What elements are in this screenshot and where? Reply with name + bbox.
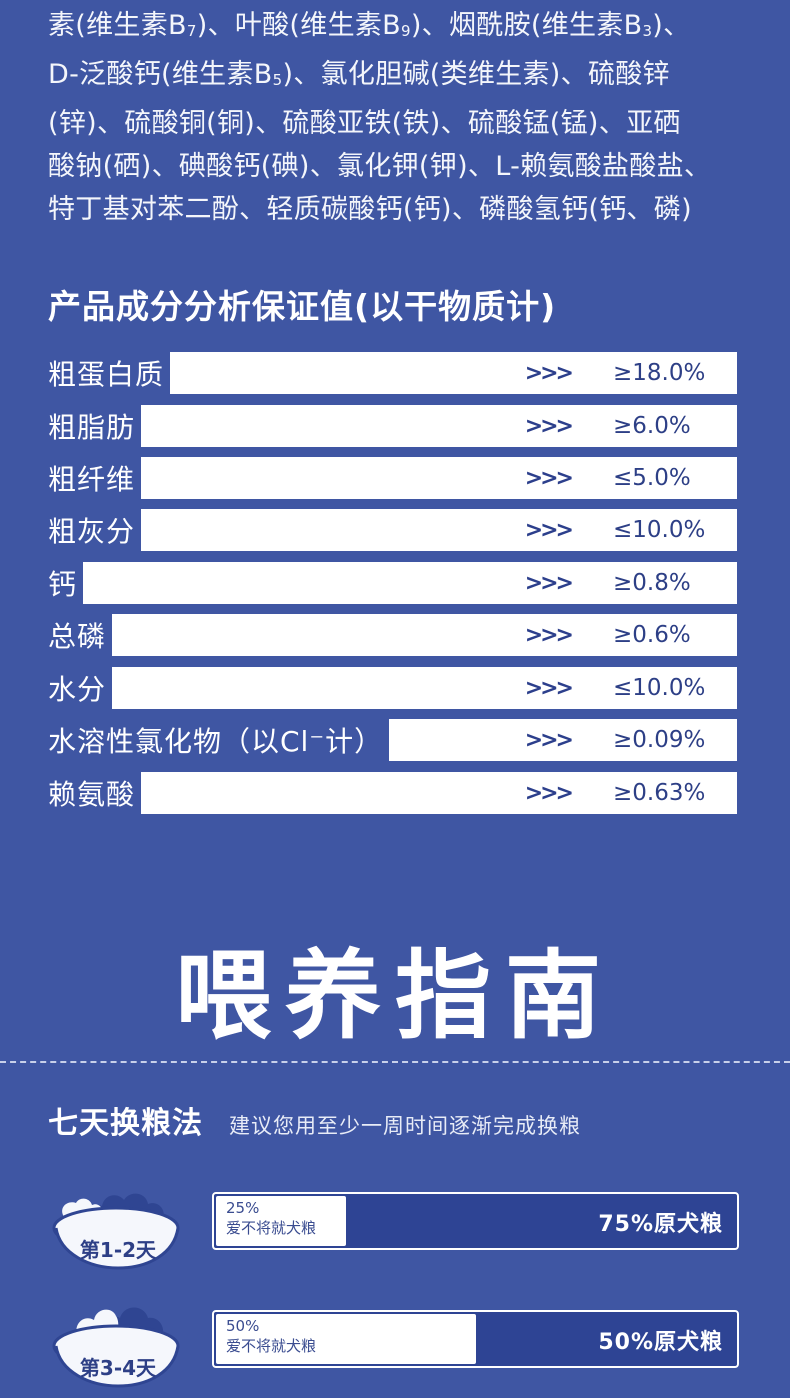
mix-bar: 25% 爱不将就犬粮 75%原犬粮 xyxy=(212,1192,739,1250)
row-bar: >>> ≥0.8% xyxy=(83,562,737,604)
arrows-icon: >>> xyxy=(524,465,574,491)
new-food-label: 25% 爱不将就犬粮 xyxy=(226,1198,316,1238)
row-label: 粗纤维 xyxy=(48,463,136,496)
old-food-label: 50%原犬粮 xyxy=(598,1330,723,1355)
ingredients-line: D-泛酸钙(维生素B5)、氯化胆碱(类维生素)、硫酸锌 xyxy=(48,59,670,90)
row-label: 粗灰分 xyxy=(48,515,136,548)
analysis-row-phosphorus: 总磷 >>> ≥0.6% xyxy=(48,614,737,656)
row-bar: >>> ≥0.6% xyxy=(112,614,737,656)
row-bar: >>> ≤10.0% xyxy=(141,509,737,551)
new-food-label: 50% 爱不将就犬粮 xyxy=(226,1316,316,1356)
ingredients-line: (锌)、硫酸铜(铜)、硫酸亚铁(铁)、硫酸锰(锰)、亚硒 xyxy=(48,108,681,139)
ingredients-line: 素(维生素B7)、叶酸(维生素B9)、烟酰胺(维生素B3)、 xyxy=(48,10,691,41)
new-food-fill xyxy=(216,1196,346,1246)
ingredients-list: 素(维生素B7)、叶酸(维生素B9)、烟酰胺(维生素B3)、 D-泛酸钙(维生素… xyxy=(48,4,748,231)
row-bar: >>> ≤10.0% xyxy=(112,667,737,709)
day-label: 第3-4天 xyxy=(80,1356,157,1380)
row-value: ≥0.09% xyxy=(613,727,706,753)
arrows-icon: >>> xyxy=(524,413,574,439)
row-label: 粗脂肪 xyxy=(48,411,136,444)
arrows-icon: >>> xyxy=(524,622,574,648)
row-bar: >>> ≥6.0% xyxy=(141,405,737,447)
row-value: ≥0.8% xyxy=(613,570,691,596)
analysis-row-fiber: 粗纤维 >>> ≤5.0% xyxy=(48,457,737,499)
analysis-row-ash: 粗灰分 >>> ≤10.0% xyxy=(48,509,737,551)
new-percent: 25% xyxy=(226,1199,260,1217)
row-value: ≥0.63% xyxy=(613,780,706,806)
analysis-row-fat: 粗脂肪 >>> ≥6.0% xyxy=(48,405,737,447)
ingredients-line: 特丁基对苯二酚、轻质碳酸钙(钙)、磷酸氢钙(钙、磷) xyxy=(48,194,692,225)
row-label: 粗蛋白质 xyxy=(48,358,165,391)
analysis-row-protein: 粗蛋白质 >>> ≥18.0% xyxy=(48,352,737,394)
row-label: 水分 xyxy=(48,673,107,706)
row-bar: >>> ≥0.09% xyxy=(389,719,737,761)
analysis-row-moisture: 水分 >>> ≤10.0% xyxy=(48,667,737,709)
row-bar: >>> ≤5.0% xyxy=(141,457,737,499)
row-value: ≥18.0% xyxy=(613,360,706,386)
row-value: ≥0.6% xyxy=(613,622,691,648)
bowl-icon: 第1-2天 xyxy=(50,1172,190,1272)
new-food-name: 爱不将就犬粮 xyxy=(226,1219,317,1237)
feeding-guide-title: 喂养指南 xyxy=(175,940,615,1052)
method-subtitle: 建议您用至少一周时间逐渐完成换粮 xyxy=(229,1114,581,1138)
method-header: 七天换粮法 建议您用至少一周时间逐渐完成换粮 xyxy=(48,1098,581,1142)
row-label: 总磷 xyxy=(48,620,107,653)
mix-bar: 50% 爱不将就犬粮 50%原犬粮 xyxy=(212,1310,739,1368)
day-label: 第1-2天 xyxy=(80,1238,157,1262)
new-food-fill xyxy=(216,1314,476,1364)
row-value: ≥6.0% xyxy=(613,413,691,439)
arrows-icon: >>> xyxy=(524,570,574,596)
old-food-label: 75%原犬粮 xyxy=(598,1212,723,1237)
row-value: ≤5.0% xyxy=(613,465,691,491)
new-percent: 50% xyxy=(226,1317,260,1335)
arrows-icon: >>> xyxy=(524,675,574,701)
arrows-icon: >>> xyxy=(524,780,574,806)
analysis-title: 产品成分分析保证值(以干物质计) xyxy=(48,287,557,326)
dashed-divider xyxy=(0,1061,790,1063)
row-bar: >>> ≥18.0% xyxy=(170,352,737,394)
row-label: 赖氨酸 xyxy=(48,778,136,811)
row-bar: >>> ≥0.63% xyxy=(141,772,737,814)
arrows-icon: >>> xyxy=(524,360,574,386)
new-food-name: 爱不将就犬粮 xyxy=(226,1337,317,1355)
row-value: ≤10.0% xyxy=(613,675,706,701)
analysis-row-calcium: 钙 >>> ≥0.8% xyxy=(48,562,737,604)
ingredients-line: 酸钠(硒)、碘酸钙(碘)、氯化钾(钾)、L-赖氨酸盐酸盐、 xyxy=(48,151,712,182)
row-label: 钙 xyxy=(48,568,78,601)
method-title: 七天换粮法 xyxy=(48,1106,203,1141)
bowl-icon: 第3-4天 xyxy=(50,1290,190,1390)
row-value: ≤10.0% xyxy=(613,517,706,543)
analysis-row-chloride: 水溶性氯化物（以Cl⁻计） >>> ≥0.09% xyxy=(48,719,737,761)
arrows-icon: >>> xyxy=(524,727,574,753)
arrows-icon: >>> xyxy=(524,517,574,543)
row-label: 水溶性氯化物（以Cl⁻计） xyxy=(48,725,384,758)
analysis-row-lysine: 赖氨酸 >>> ≥0.63% xyxy=(48,772,737,814)
